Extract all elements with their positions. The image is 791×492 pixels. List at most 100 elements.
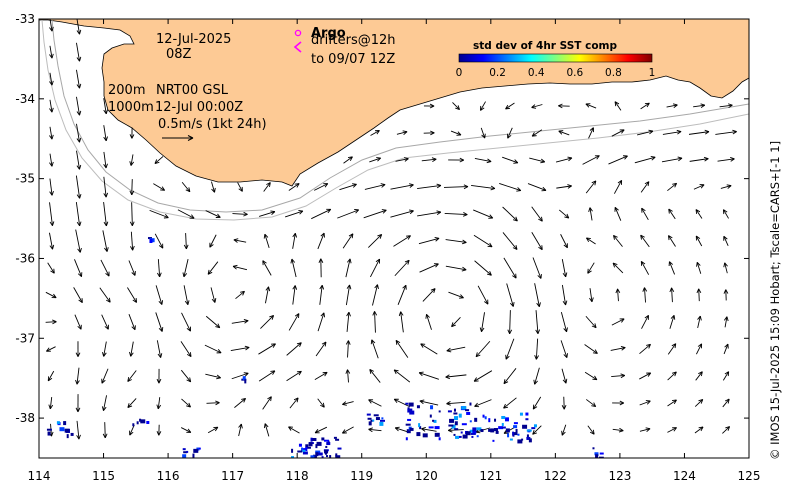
sst-variance-pixel [476, 427, 482, 431]
x-tick-label: 116 [157, 469, 180, 483]
sst-variance-pixel [484, 416, 487, 420]
current-vector-arrow [75, 394, 81, 413]
current-vector-arrow [288, 426, 300, 434]
current-vector-arrow [149, 209, 169, 219]
colorbar-tick-label: 0.2 [489, 67, 506, 79]
current-vector-arrow [584, 344, 598, 354]
x-tick-label: 122 [544, 469, 567, 483]
current-vector-arrow [613, 234, 623, 247]
y-tick-label: -35 [15, 172, 35, 186]
current-vector-arrow [288, 313, 300, 331]
model-time-label: 12-Jul 00:00Z [155, 100, 243, 115]
current-vector-arrow [446, 401, 466, 406]
y-tick-label: -36 [15, 251, 35, 265]
credit-text: © IMOS 15-Jul-2025 15:09 Hobart; Tscale=… [768, 140, 782, 460]
sst-variance-pixel [308, 442, 313, 447]
sst-variance-pixel [408, 402, 414, 407]
current-vector-arrow [76, 123, 82, 143]
current-vector-arrow [180, 341, 192, 358]
sst-variance-pixel [329, 455, 332, 458]
current-vector-arrow [531, 206, 543, 222]
current-vector-arrow [49, 19, 54, 32]
current-vector-arrow [395, 339, 409, 358]
sst-variance-pixel [517, 439, 523, 444]
current-vector-arrow [237, 182, 243, 192]
current-vector-arrow [558, 130, 570, 136]
sst-variance-pixel [461, 423, 467, 426]
current-vector-arrow [311, 208, 332, 220]
sst-variance-pixel [469, 420, 472, 423]
shelf-contour-1000m [41, 19, 749, 221]
x-tick-label: 121 [479, 469, 502, 483]
current-vector-arrow [668, 208, 676, 220]
current-vector-arrow [474, 158, 492, 164]
colorbar [458, 53, 653, 63]
current-vector-arrow [317, 398, 325, 408]
current-vector-arrow [589, 288, 594, 303]
sst-variance-pixel [147, 237, 152, 240]
current-vector-arrow [445, 265, 467, 272]
current-vector-arrow [182, 258, 189, 278]
current-vector-arrow [584, 371, 598, 381]
current-vector-arrow [370, 130, 380, 136]
current-vector-arrow [398, 311, 404, 333]
current-vector-arrow [502, 156, 519, 164]
drifters-label: drifters@12h [311, 33, 396, 48]
current-vector-arrow [421, 427, 437, 432]
sst-variance-pixel [480, 429, 484, 433]
current-vector-arrow [561, 259, 568, 278]
current-vector-arrow [452, 102, 460, 111]
current-vector-arrow [232, 211, 248, 217]
current-vector-arrow [319, 284, 325, 305]
sst-variance-pixel [453, 408, 456, 412]
sst-variance-pixel [375, 417, 380, 421]
sst-variance-pixel [333, 436, 337, 439]
current-vector-arrow [259, 210, 276, 217]
current-vector-arrow [614, 206, 622, 221]
current-vector-arrow [130, 231, 135, 251]
sst-variance-pixel [598, 456, 604, 458]
sst-variance-pixel [488, 428, 493, 432]
current-vector-arrow [181, 398, 191, 408]
sst-variance-pixel [409, 410, 415, 415]
sst-variance-pixel [472, 430, 477, 434]
current-vector-arrow [417, 210, 442, 217]
sst-variance-pixel [521, 438, 524, 441]
x-tick-label: 115 [92, 469, 115, 483]
sst-variance-pixel [492, 439, 495, 442]
current-vector-arrow [127, 287, 138, 303]
current-vector-arrow [639, 372, 652, 380]
current-vector-arrow [446, 346, 466, 353]
sst-variance-pixel [379, 421, 384, 426]
sst-variance-pixel [432, 419, 435, 422]
sst-variance-pixel [504, 417, 509, 422]
current-vector-arrow [318, 258, 324, 278]
sst-variance-pixel [422, 433, 428, 438]
current-vector-arrow [450, 130, 462, 136]
sst-variance-pixel [381, 417, 384, 420]
current-vector-arrow [586, 237, 596, 245]
current-vector-arrow [49, 232, 55, 250]
sst-variance-pixel [460, 431, 463, 434]
current-vector-arrow [368, 234, 383, 248]
current-vector-arrow [180, 427, 192, 433]
sst-variance-pixel [140, 419, 146, 424]
current-vector-arrow [696, 261, 702, 274]
current-vector-arrow [667, 182, 678, 192]
y-axis-latitude: -33 -34 -35 -36 -37 -38 [15, 12, 749, 425]
current-vector-arrow [76, 96, 82, 116]
current-vector-arrow [612, 262, 624, 274]
current-vector-arrow [473, 234, 493, 248]
x-tick-label: 120 [415, 469, 438, 483]
current-vector-arrow [288, 183, 300, 191]
sst-variance-pixel [465, 431, 471, 436]
drifters-to-label: to 09/07 12Z [311, 52, 395, 67]
current-vector-arrow [103, 202, 109, 227]
current-vector-arrow [532, 396, 542, 410]
current-vector-arrow [233, 238, 247, 243]
current-vector-arrow [582, 155, 600, 165]
current-vector-arrow [235, 290, 245, 300]
current-vector-arrow [722, 398, 730, 408]
current-vector-arrow [636, 129, 654, 136]
current-vector-arrow [451, 317, 461, 328]
